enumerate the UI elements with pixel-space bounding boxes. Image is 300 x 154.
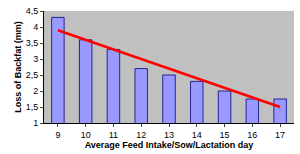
svg-text:11: 11 [109, 130, 118, 140]
svg-text:14: 14 [192, 130, 202, 140]
svg-text:10: 10 [81, 130, 91, 140]
svg-text:13: 13 [164, 130, 174, 140]
svg-text:15: 15 [220, 130, 230, 140]
svg-text:1,5: 1,5 [26, 102, 39, 112]
svg-text:9: 9 [55, 130, 60, 140]
svg-text:16: 16 [247, 130, 257, 140]
svg-text:3,5: 3,5 [26, 38, 39, 48]
svg-text:Average Feed Intake/Sow/Lactat: Average Feed Intake/Sow/Lactation day [85, 140, 254, 150]
svg-text:1: 1 [33, 118, 38, 128]
svg-text:2,5: 2,5 [26, 70, 39, 80]
svg-text:2: 2 [33, 86, 38, 96]
svg-text:12: 12 [136, 130, 146, 140]
svg-text:Loss of Backfat (mm): Loss of Backfat (mm) [13, 21, 23, 113]
svg-text:4,5: 4,5 [26, 6, 39, 16]
svg-text:17: 17 [275, 130, 285, 140]
svg-text:3: 3 [33, 54, 38, 64]
svg-text:4: 4 [33, 22, 38, 32]
